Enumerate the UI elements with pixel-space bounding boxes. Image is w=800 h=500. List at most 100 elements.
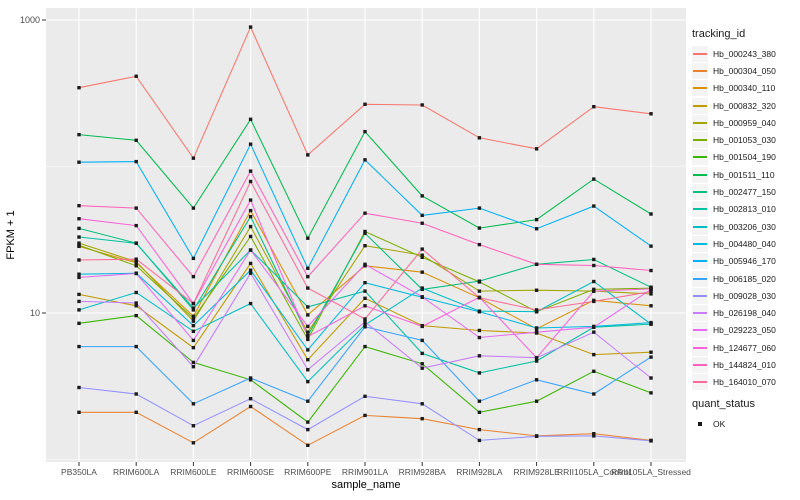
data-point <box>363 158 367 162</box>
data-point <box>248 179 253 184</box>
data-point <box>134 257 138 261</box>
data-point <box>592 392 596 396</box>
data-point <box>420 416 424 421</box>
data-point <box>592 289 596 293</box>
data-point <box>191 424 196 428</box>
data-point <box>363 129 367 134</box>
data-point <box>592 352 596 357</box>
data-point <box>420 253 424 257</box>
legend-line-sample <box>693 242 707 245</box>
data-point <box>191 274 196 279</box>
data-point <box>420 366 424 370</box>
data-point <box>77 235 81 239</box>
data-point <box>77 243 81 247</box>
x-tick-label: RRIM928LE <box>513 467 560 477</box>
data-point <box>363 323 367 327</box>
data-point <box>649 268 653 273</box>
data-point <box>134 301 138 305</box>
data-point <box>363 320 367 324</box>
legend-item-label: Hb_000959_040 <box>713 117 776 128</box>
legend-key-swatch <box>692 416 708 432</box>
y-tick-label: 1000 <box>20 15 40 25</box>
data-point <box>649 244 653 248</box>
data-point <box>363 296 367 300</box>
data-point <box>649 292 653 296</box>
data-point <box>649 350 653 354</box>
data-point <box>363 231 367 235</box>
data-point <box>363 325 367 329</box>
data-point <box>477 438 482 443</box>
data-point <box>649 320 653 325</box>
data-point <box>477 136 482 140</box>
data-point <box>77 217 81 221</box>
data-point <box>191 402 196 406</box>
data-point <box>248 25 253 29</box>
data-point <box>306 153 310 157</box>
data-point <box>248 378 253 382</box>
data-point <box>306 443 310 448</box>
data-point <box>134 223 138 228</box>
legend-key-swatch <box>692 287 708 304</box>
data-point <box>134 159 138 164</box>
data-point <box>306 348 310 352</box>
x-tick-label: RRIM600PE <box>284 467 332 477</box>
legend-line-sample <box>693 225 707 228</box>
data-point <box>248 404 253 409</box>
legend-line-sample <box>693 312 707 315</box>
data-point <box>77 272 81 276</box>
data-point <box>477 335 482 340</box>
data-point <box>248 117 253 121</box>
data-point <box>477 310 482 314</box>
legend-item-Hb_000243_380: Hb_000243_380 <box>692 45 798 62</box>
legend-key-swatch <box>692 166 708 183</box>
legend-line-sample <box>693 173 707 176</box>
legend-item-label: Hb_001504_190 <box>713 152 776 163</box>
legend-line-sample <box>693 52 707 55</box>
data-point <box>477 410 482 414</box>
data-point <box>534 308 539 312</box>
data-point <box>592 204 596 208</box>
data-point <box>191 441 196 445</box>
data-point <box>191 338 196 343</box>
data-point <box>191 206 196 210</box>
legend-items: OK <box>692 415 798 432</box>
data-point <box>592 369 596 373</box>
data-point <box>77 308 81 312</box>
data-point <box>477 206 482 210</box>
legend-line-sample <box>693 191 707 194</box>
data-point <box>363 344 367 349</box>
data-point <box>420 338 424 343</box>
legend-item-Hb_004480_040: Hb_004480_040 <box>692 235 798 252</box>
legend-key-swatch <box>692 149 708 166</box>
legend-key-swatch <box>692 45 708 62</box>
data-point <box>363 262 367 266</box>
data-point <box>248 268 253 272</box>
data-point <box>477 399 482 403</box>
legend-item-Hb_001053_030: Hb_001053_030 <box>692 131 798 149</box>
data-point <box>248 397 253 401</box>
x-tick-label: PB350LA <box>61 467 97 477</box>
data-point <box>420 194 424 198</box>
data-point <box>191 156 196 160</box>
data-point <box>363 304 367 308</box>
data-point <box>363 289 367 293</box>
data-point <box>363 413 367 418</box>
data-point <box>420 221 424 225</box>
legend-key-swatch <box>692 62 708 79</box>
data-point <box>534 310 539 314</box>
data-point <box>306 330 310 334</box>
legend-item-label: Hb_144824_010 <box>713 359 776 370</box>
legend-key-swatch <box>692 339 708 356</box>
data-point <box>477 242 482 247</box>
legend-item-label: Hb_029223_050 <box>713 325 776 336</box>
data-point <box>134 290 138 295</box>
data-point <box>248 208 253 213</box>
legend-item-label: Hb_000243_380 <box>713 48 776 59</box>
legend-key-swatch <box>692 97 708 114</box>
data-point <box>477 296 482 300</box>
legend-key-swatch <box>692 184 708 201</box>
x-tick-label: RRIM928LA <box>456 467 503 477</box>
data-point <box>649 285 653 289</box>
data-point <box>420 247 424 251</box>
legend-item-label: Hb_002477_150 <box>713 187 776 198</box>
